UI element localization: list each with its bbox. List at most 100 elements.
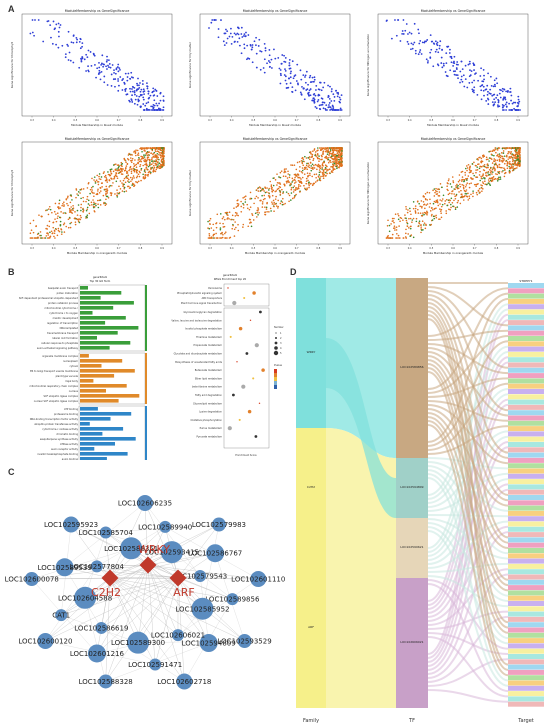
scatter-point [279, 171, 282, 174]
scatter-point [294, 74, 297, 77]
scatter-point [300, 182, 303, 185]
scatter-point [301, 85, 303, 88]
scatter-point [152, 152, 155, 155]
scatter-point [334, 153, 337, 156]
scatter-point [306, 172, 309, 174]
scatter-point [233, 235, 236, 237]
scatter-point [441, 186, 443, 189]
scatter-point [328, 172, 331, 174]
scatter-point [511, 165, 513, 167]
scatter-point [228, 35, 231, 38]
scatter-point [483, 94, 485, 97]
scatter-point [46, 228, 49, 230]
scatter-point [391, 237, 393, 239]
network-edge [85, 577, 179, 598]
scatter-point [387, 219, 389, 222]
scatter-point [394, 227, 396, 229]
scatter-point [138, 175, 141, 178]
scatter-point [130, 159, 132, 162]
scatter-point [120, 161, 123, 164]
scatter-point [142, 98, 145, 101]
go-term-label: sesquiterpene synthase activity [40, 438, 79, 441]
scatter-point [449, 203, 452, 206]
scatter-point [327, 169, 329, 171]
scatter-point [322, 101, 324, 104]
scatter-point [242, 204, 245, 206]
sankey-link [427, 287, 509, 337]
scatter-point [212, 234, 214, 237]
sankey-target-node [508, 341, 544, 347]
scatter-point [314, 181, 317, 183]
scatter-point [395, 229, 398, 231]
scatter-point [79, 218, 82, 221]
scatter-point [469, 169, 471, 172]
network-edge [109, 553, 216, 579]
sankey-link [427, 583, 509, 693]
scatter-point [464, 190, 467, 193]
scatter-point [99, 204, 102, 206]
scatter-point [282, 175, 285, 178]
scatter-point [331, 171, 334, 173]
scatter-point [304, 81, 307, 84]
scatter-point [226, 213, 228, 216]
scatter-point [211, 237, 213, 239]
scatter-point [419, 212, 422, 214]
scatter-point [496, 104, 499, 107]
scatter-point [119, 68, 121, 71]
scatter-point [509, 87, 512, 90]
scatter-point [322, 150, 324, 153]
scatter-point [405, 219, 408, 222]
scatter-point [132, 183, 135, 186]
scatter-point [495, 151, 497, 154]
scatter-point [215, 226, 218, 229]
scatter-point [139, 165, 141, 168]
scatter-point [471, 163, 474, 165]
network-node [194, 569, 207, 582]
scatter-point [481, 188, 484, 190]
scatter-point [481, 80, 484, 83]
scatter-point [463, 85, 466, 88]
scatter-point [335, 161, 337, 164]
scatter-point [271, 194, 274, 197]
scatter-point [482, 156, 484, 158]
scatter-point [286, 177, 289, 179]
scatter-point [469, 171, 472, 173]
scatter-point [339, 157, 342, 160]
scatter-point [126, 76, 129, 78]
scatter-point [272, 189, 275, 192]
scatter-point [147, 101, 150, 104]
scatter-point [422, 229, 424, 231]
scatter-point [162, 147, 164, 149]
x-tick-label: 0.4 [230, 247, 234, 250]
scatter-point [269, 180, 272, 183]
scatter-point [429, 202, 431, 205]
scatter-point [225, 28, 227, 31]
scatter-point [251, 213, 253, 215]
scatter-point [464, 78, 467, 81]
scatter-point [147, 92, 150, 95]
scatter-point [435, 187, 437, 190]
scatter-point [518, 147, 521, 149]
kegg-term-label: Propanoate metabolism [194, 344, 223, 347]
scatter-point [53, 210, 56, 213]
x-tick-label: 0.6 [451, 247, 455, 250]
scatter-point [52, 226, 55, 229]
scatter-point [310, 169, 313, 172]
scatter-point [221, 231, 223, 234]
scatter-point [428, 224, 431, 226]
scatter-point [135, 163, 138, 166]
scatter-point [143, 156, 146, 158]
network-node [137, 495, 153, 511]
scatter-point [337, 153, 340, 156]
scatter-point [110, 194, 112, 197]
scatter-point [456, 61, 459, 63]
sankey-target-node [508, 473, 544, 479]
x-tick-label: 0.8 [494, 119, 498, 122]
scatter-point [449, 183, 452, 185]
scatter-point [129, 157, 132, 159]
scatter-point [472, 172, 474, 175]
scatter-point [480, 98, 483, 101]
scatter-point [155, 148, 157, 151]
scatter-point [315, 176, 317, 179]
scatter-point [106, 179, 108, 181]
